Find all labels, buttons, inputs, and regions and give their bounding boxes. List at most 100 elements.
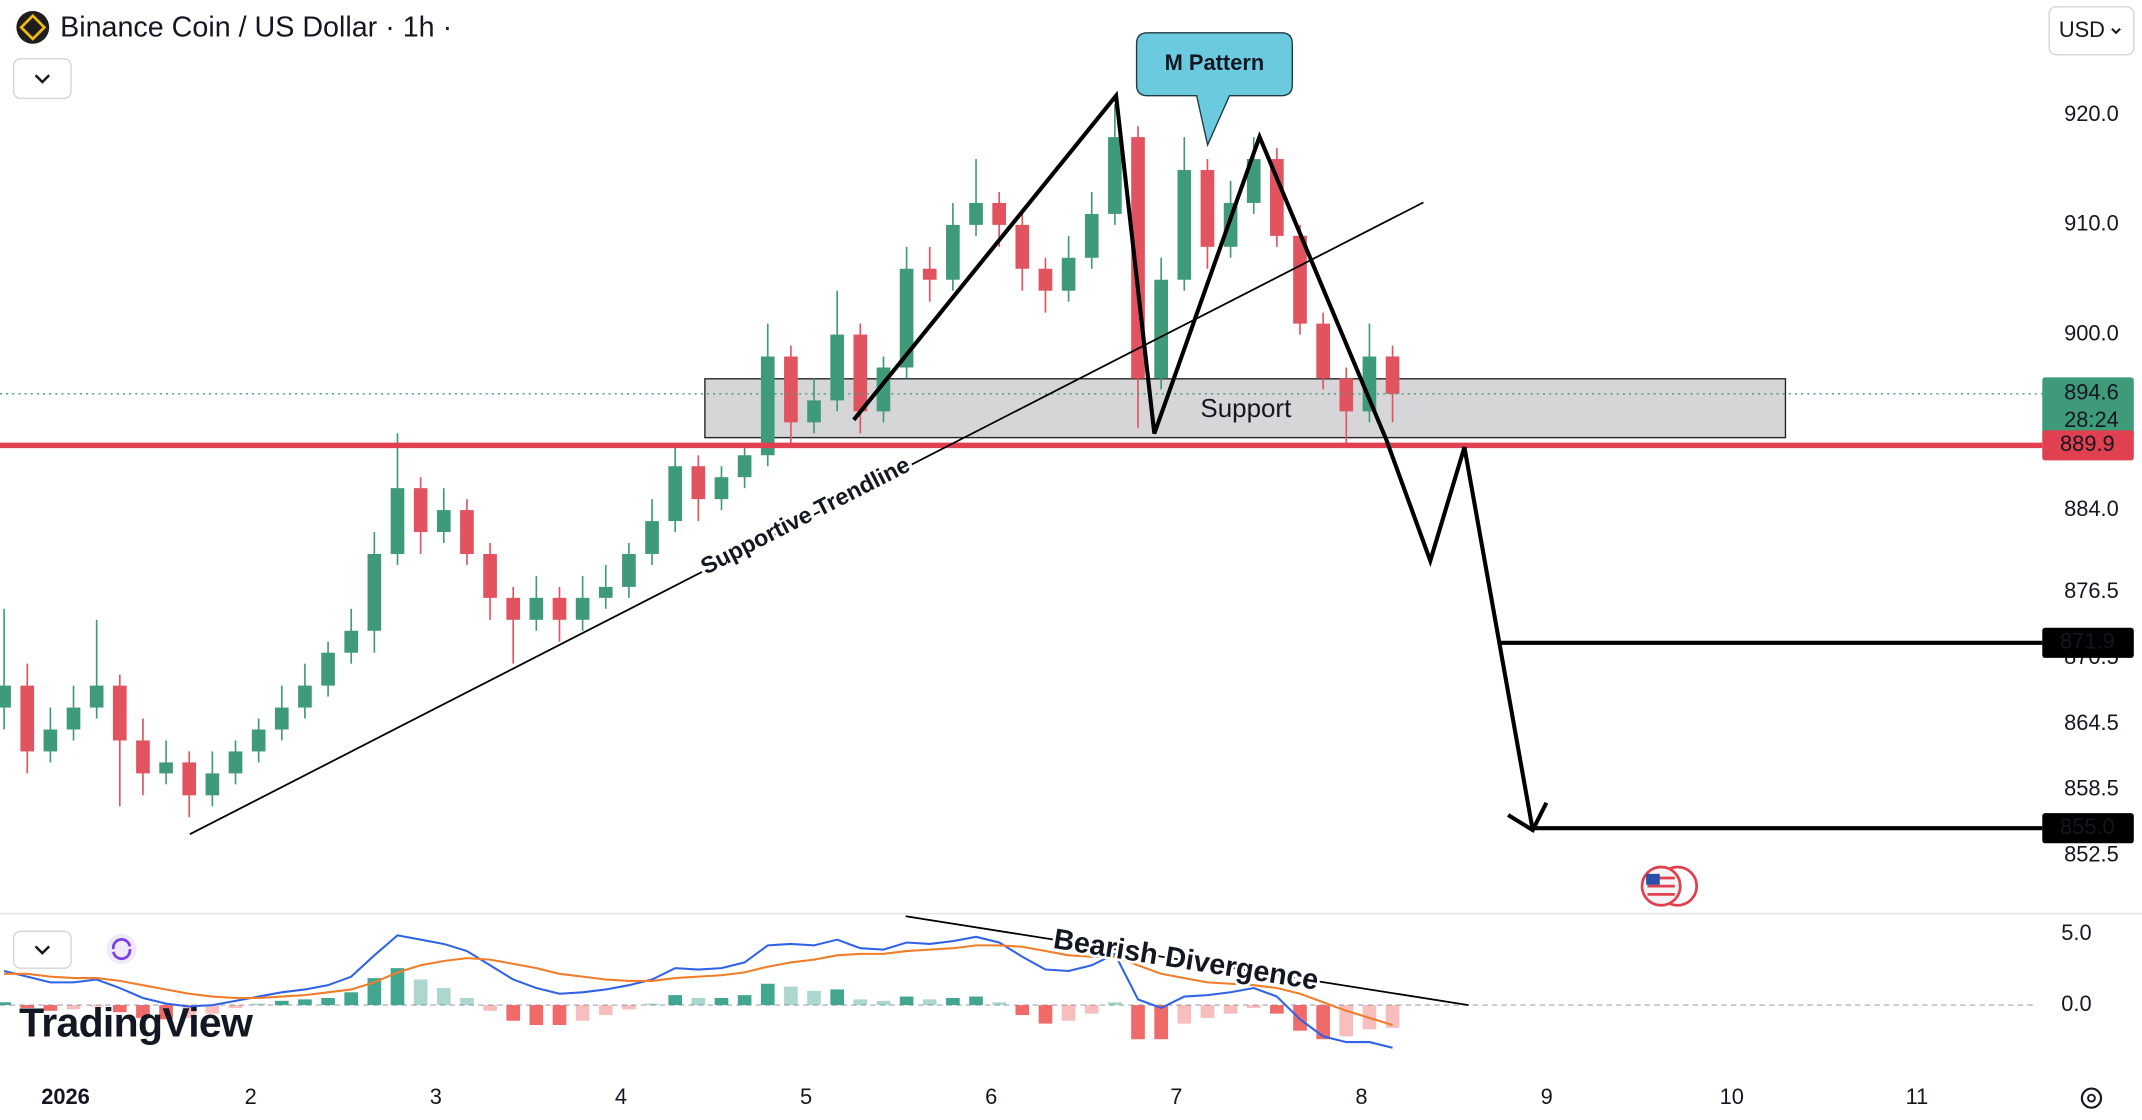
histogram-bar bbox=[1270, 1005, 1284, 1014]
x-tick-label: 11 bbox=[1906, 1084, 1929, 1109]
histogram-bar bbox=[413, 979, 428, 1006]
histogram-bar bbox=[807, 990, 821, 1006]
candle-body bbox=[112, 685, 127, 741]
candle-body bbox=[506, 597, 521, 620]
chevron bbox=[2111, 27, 2121, 35]
currency-label: USD bbox=[2059, 17, 2105, 42]
candle-body bbox=[1061, 257, 1076, 291]
candle-body bbox=[274, 707, 289, 730]
histogram-bar bbox=[1223, 1005, 1238, 1014]
candle-body bbox=[182, 762, 197, 796]
histogram-bar bbox=[205, 1005, 220, 1014]
settings-icon[interactable] bbox=[2080, 1087, 2103, 1109]
candle-body bbox=[1270, 159, 1284, 236]
candle-body bbox=[1385, 356, 1400, 394]
histogram-bar bbox=[89, 1005, 104, 1007]
histogram-bar bbox=[66, 1005, 81, 1010]
chevron bbox=[34, 74, 51, 84]
candle-body bbox=[1200, 170, 1215, 247]
candle-body bbox=[89, 685, 104, 708]
histogram-bar bbox=[969, 996, 983, 1006]
candle-body bbox=[1084, 213, 1099, 258]
x-tick-label: 10 bbox=[1720, 1084, 1744, 1109]
candle-body bbox=[969, 202, 983, 225]
candle-body bbox=[367, 553, 382, 631]
price-line-label: 889.9 bbox=[2060, 431, 2115, 456]
candle-body bbox=[529, 597, 544, 620]
histogram-bar bbox=[946, 997, 960, 1006]
x-tick-label: 5 bbox=[800, 1084, 812, 1109]
histogram-bar bbox=[1177, 1005, 1192, 1024]
candle-body bbox=[1108, 137, 1122, 214]
histogram-bar bbox=[645, 1003, 659, 1006]
refresh-icon bbox=[111, 938, 132, 961]
candle-body bbox=[159, 762, 173, 774]
last-price-label: 894.6 bbox=[2064, 380, 2119, 405]
histogram-bar bbox=[1200, 1005, 1215, 1018]
candle-body bbox=[622, 553, 636, 587]
pattern-path bbox=[852, 90, 1535, 831]
histogram-bar bbox=[1385, 1005, 1400, 1028]
indicator-collapse-button[interactable] bbox=[12, 930, 72, 969]
candle-body bbox=[1246, 159, 1261, 203]
histogram-bar bbox=[483, 1005, 497, 1011]
x-tick-label: 3 bbox=[430, 1084, 442, 1109]
candle-body bbox=[251, 729, 266, 752]
histogram-bar bbox=[20, 1005, 35, 1008]
candle-body bbox=[66, 707, 81, 730]
histogram-bar bbox=[367, 978, 382, 1006]
histogram-bar bbox=[274, 1000, 289, 1006]
candle-body bbox=[344, 630, 359, 653]
y-tick-label: 910.0 bbox=[2064, 211, 2119, 236]
histogram-bar bbox=[760, 983, 775, 1006]
candle-body bbox=[760, 356, 775, 456]
histogram-bar bbox=[136, 1005, 150, 1018]
refresh-button[interactable] bbox=[106, 934, 137, 965]
histogram-bar bbox=[784, 986, 798, 1006]
candle-body bbox=[1362, 356, 1377, 412]
histogram-bar bbox=[992, 1002, 1007, 1006]
candle-body bbox=[483, 553, 497, 598]
x-tick-label: 8 bbox=[1355, 1084, 1367, 1109]
candle-body bbox=[645, 521, 659, 554]
candle-body bbox=[807, 400, 821, 423]
histogram-bar bbox=[112, 1005, 127, 1013]
candle-body bbox=[691, 466, 706, 500]
settings-icon-center bbox=[2087, 1093, 2096, 1103]
macd-line bbox=[4, 944, 1393, 1026]
candle-body bbox=[899, 268, 914, 368]
histogram-bar bbox=[159, 1005, 173, 1020]
candle-body bbox=[136, 740, 150, 774]
histogram-bar bbox=[899, 996, 914, 1006]
flag-canton bbox=[1646, 873, 1660, 885]
candle-body bbox=[0, 685, 11, 708]
histogram-bar bbox=[298, 999, 312, 1006]
candle-body bbox=[20, 685, 35, 752]
axis-layer: 920.0910.0900.0884.0876.5870.5864.5858.5… bbox=[41, 101, 2134, 1109]
x-tick-label: 7 bbox=[1170, 1084, 1182, 1109]
candle-body bbox=[668, 466, 683, 522]
price-line-box bbox=[2042, 430, 2134, 461]
last-price-box bbox=[2042, 377, 2134, 438]
candle-body bbox=[714, 477, 729, 500]
candle-body bbox=[1316, 323, 1330, 379]
support-label: Support bbox=[1200, 393, 1292, 423]
histogram-bar bbox=[436, 988, 451, 1006]
divergence-label: Bearish Divergence bbox=[1051, 923, 1320, 997]
histogram-bar bbox=[251, 1003, 266, 1006]
macd-line bbox=[3, 934, 1393, 1049]
histogram-bar bbox=[1061, 1005, 1076, 1021]
candle-body bbox=[1154, 279, 1168, 379]
candle-body bbox=[946, 224, 960, 280]
histogram-bar bbox=[43, 1005, 58, 1011]
candle-body bbox=[460, 510, 474, 554]
y-tick-label: 900.0 bbox=[2064, 320, 2119, 345]
currency-button[interactable] bbox=[2048, 6, 2135, 56]
histogram-bar bbox=[1246, 1005, 1261, 1008]
candle-body bbox=[992, 202, 1007, 225]
symbol-title: Binance Coin / US Dollar · 1h · bbox=[60, 11, 452, 43]
candle-body bbox=[1038, 268, 1053, 291]
collapse-button[interactable] bbox=[12, 58, 72, 100]
